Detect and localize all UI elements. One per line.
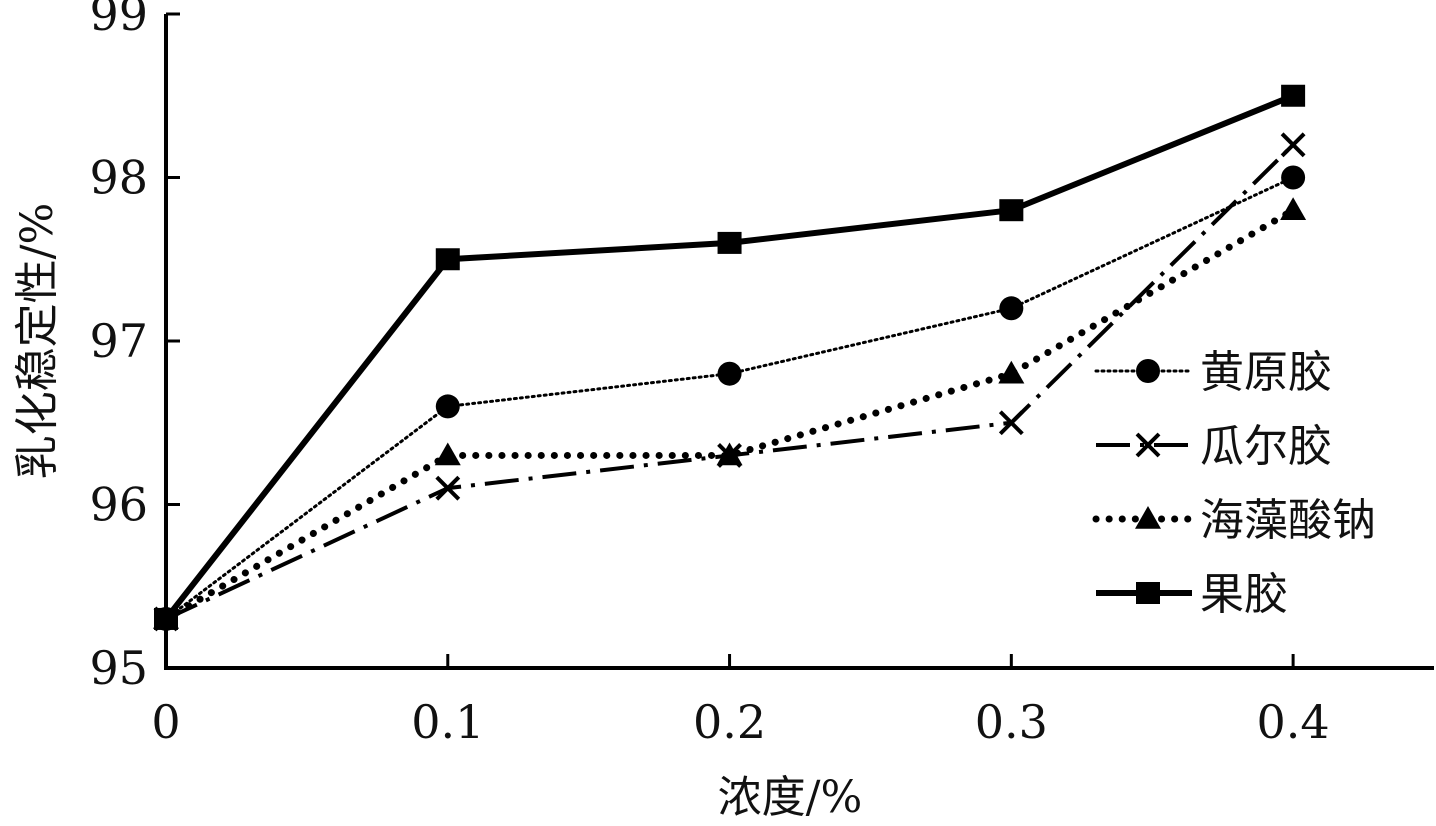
data-point <box>1280 132 1306 158</box>
series-4 <box>154 84 1306 630</box>
legend-marker <box>1136 359 1160 383</box>
data-point <box>435 394 460 419</box>
axes: 95 96 97 98 99 0 0.1 0.2 0.3 0.4 <box>89 0 1434 749</box>
data-point <box>716 442 743 466</box>
y-tick-label: 98 <box>89 151 148 205</box>
data-point <box>434 442 461 466</box>
data-point <box>1281 84 1306 107</box>
data-point <box>1281 165 1306 190</box>
legend-marker <box>1135 506 1161 529</box>
y-tick-label: 97 <box>89 314 148 368</box>
data-point <box>998 410 1024 436</box>
x-marker-stroke <box>1280 132 1306 158</box>
series-layer <box>153 84 1307 632</box>
y-tick-label: 99 <box>89 0 148 41</box>
legend-label: 果胶 <box>1200 569 1288 620</box>
x-marker-stroke <box>435 475 461 501</box>
x-tick-label: 0.2 <box>693 695 766 749</box>
x-tick-label: 0 <box>151 695 180 749</box>
legend-item: 海藻酸钠 <box>1092 495 1376 546</box>
series-line <box>162 206 1297 623</box>
legend-label: 海藻酸钠 <box>1200 495 1376 546</box>
x-axis-title: 浓度/% <box>718 772 863 821</box>
x-tick-label: 0.1 <box>411 695 484 749</box>
y-axis-title: 乳化稳定性/% <box>12 203 63 480</box>
data-point <box>435 248 460 271</box>
legend-marker <box>1136 582 1160 604</box>
data-point <box>717 231 742 254</box>
y-tick-label: 95 <box>89 641 148 695</box>
data-point <box>999 199 1024 222</box>
x-tick-label: 0.3 <box>975 695 1048 749</box>
data-point <box>999 296 1024 321</box>
data-point <box>998 360 1025 384</box>
x-tick-label: 0.4 <box>1257 695 1330 749</box>
series-1 <box>154 165 1306 631</box>
x-marker-stroke <box>998 410 1024 436</box>
legend-marker <box>1135 432 1161 458</box>
y-tick-label: 96 <box>89 478 148 532</box>
data-point <box>717 361 742 386</box>
legend-item: 果胶 <box>1096 569 1288 620</box>
data-point <box>154 607 178 630</box>
legend-item: 黄原胶 <box>1094 347 1332 398</box>
legend-label: 瓜尔胶 <box>1200 421 1332 472</box>
legend-label: 黄原胶 <box>1200 347 1332 398</box>
data-point <box>1280 197 1307 220</box>
x-marker-stroke <box>1135 432 1161 458</box>
data-point <box>435 475 461 501</box>
legend-item: 瓜尔胶 <box>1096 421 1332 472</box>
